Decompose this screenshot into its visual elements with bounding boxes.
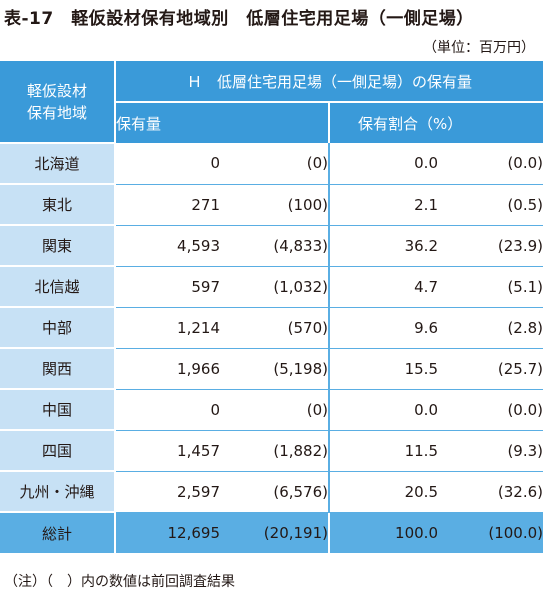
ratio-prev-cell: (0.0) bbox=[438, 389, 543, 431]
amount-cell: 1,457 bbox=[115, 430, 220, 472]
table-row: 北信越 597 (1,032) 4.7 (5.1) bbox=[0, 266, 543, 308]
table-row: 東北 271 (100) 2.1 (0.5) bbox=[0, 184, 543, 226]
table-row: 中国 0 (0) 0.0 (0.0) bbox=[0, 389, 543, 431]
ratio-prev-cell: (32.6) bbox=[438, 471, 543, 513]
amount-cell: 0 bbox=[115, 143, 220, 185]
region-column-header: 軽仮設材 保有地域 bbox=[0, 61, 116, 144]
amount-prev-cell: (100) bbox=[220, 184, 329, 226]
ratio-cell: 2.1 bbox=[328, 184, 438, 226]
table-row: 関西 1,966 (5,198) 15.5 (25.7) bbox=[0, 348, 543, 390]
amount-cell: 0 bbox=[115, 389, 220, 431]
amount-prev-cell: (0) bbox=[220, 389, 329, 431]
ratio-cell: 0.0 bbox=[328, 389, 438, 431]
table-row: 北海道 0 (0) 0.0 (0.0) bbox=[0, 143, 543, 185]
ratio-cell: 15.5 bbox=[328, 348, 438, 390]
corner-header-line1: 軽仮設材 bbox=[26, 81, 87, 100]
region-cell: 北信越 bbox=[0, 266, 116, 308]
amount-prev-cell: (0) bbox=[220, 143, 329, 185]
ratio-column-header: 保有割合（%） bbox=[327, 102, 543, 143]
total-ratio: 100.0 bbox=[328, 512, 438, 553]
ratio-prev-cell: (23.9) bbox=[438, 225, 543, 267]
ratio-prev-cell: (9.3) bbox=[438, 430, 543, 472]
region-cell: 東北 bbox=[0, 184, 116, 226]
ratio-cell: 9.6 bbox=[328, 307, 438, 349]
ratio-cell: 11.5 bbox=[328, 430, 438, 472]
amount-cell: 597 bbox=[115, 266, 220, 308]
amount-cell: 2,597 bbox=[115, 471, 220, 513]
ratio-prev-cell: (0.0) bbox=[438, 143, 543, 185]
ratio-prev-cell: (0.5) bbox=[438, 184, 543, 226]
region-cell: 中部 bbox=[0, 307, 116, 349]
table-row: 中部 1,214 (570) 9.6 (2.8) bbox=[0, 307, 543, 349]
amount-prev-cell: (4,833) bbox=[220, 225, 329, 267]
region-cell: 四国 bbox=[0, 430, 116, 472]
region-cell: 中国 bbox=[0, 389, 116, 431]
table-row: 九州・沖縄 2,597 (6,576) 20.5 (32.6) bbox=[0, 471, 543, 513]
amount-prev-cell: (1,032) bbox=[220, 266, 329, 308]
group-header: Ｈ 低層住宅用足場（一側足場）の保有量 bbox=[115, 61, 543, 103]
total-amount: 12,695 bbox=[115, 512, 220, 553]
region-cell: 関西 bbox=[0, 348, 116, 390]
ratio-prev-cell: (2.8) bbox=[438, 307, 543, 349]
holdings-column-header: 保有量 bbox=[115, 102, 329, 143]
total-label: 総計 bbox=[0, 512, 116, 553]
amount-cell: 1,966 bbox=[115, 348, 220, 390]
ratio-prev-cell: (25.7) bbox=[438, 348, 543, 390]
ratio-cell: 0.0 bbox=[328, 143, 438, 185]
region-cell: 九州・沖縄 bbox=[0, 471, 116, 513]
amount-cell: 4,593 bbox=[115, 225, 220, 267]
amount-cell: 1,214 bbox=[115, 307, 220, 349]
ratio-cell: 20.5 bbox=[328, 471, 438, 513]
amount-prev-cell: (570) bbox=[220, 307, 329, 349]
total-amount-prev: (20,191) bbox=[220, 512, 329, 553]
footnote: （注）（ ）内の数値は前回調査結果 bbox=[4, 574, 235, 590]
holdings-table: 軽仮設材 保有地域 Ｈ 低層住宅用足場（一側足場）の保有量 保有量 保有割合（%… bbox=[0, 61, 543, 553]
amount-prev-cell: (5,198) bbox=[220, 348, 329, 390]
ratio-prev-cell: (5.1) bbox=[438, 266, 543, 308]
unit-label: （単位：百万円） bbox=[423, 40, 535, 56]
table-body: 北海道 0 (0) 0.0 (0.0) 東北 271 (100) 2.1 (0.5) 関東 4,593… bbox=[0, 143, 543, 553]
ratio-cell: 36.2 bbox=[328, 225, 438, 267]
ratio-cell: 4.7 bbox=[328, 266, 438, 308]
amount-prev-cell: (1,882) bbox=[220, 430, 329, 472]
amount-cell: 271 bbox=[115, 184, 220, 226]
table-title: 表‐17 軽仮設材保有地域別 低層住宅用足場（一側足場） bbox=[4, 9, 474, 29]
amount-prev-cell: (6,576) bbox=[220, 471, 329, 513]
corner-header-line2: 保有地域 bbox=[26, 103, 87, 122]
total-ratio-prev: (100.0) bbox=[438, 512, 543, 553]
table-row: 四国 1,457 (1,882) 11.5 (9.3) bbox=[0, 430, 543, 472]
total-row: 総計 12,695 (20,191) 100.0 (100.0) bbox=[0, 512, 543, 553]
region-cell: 関東 bbox=[0, 225, 116, 267]
region-cell: 北海道 bbox=[0, 143, 116, 185]
table-row: 関東 4,593 (4,833) 36.2 (23.9) bbox=[0, 225, 543, 267]
